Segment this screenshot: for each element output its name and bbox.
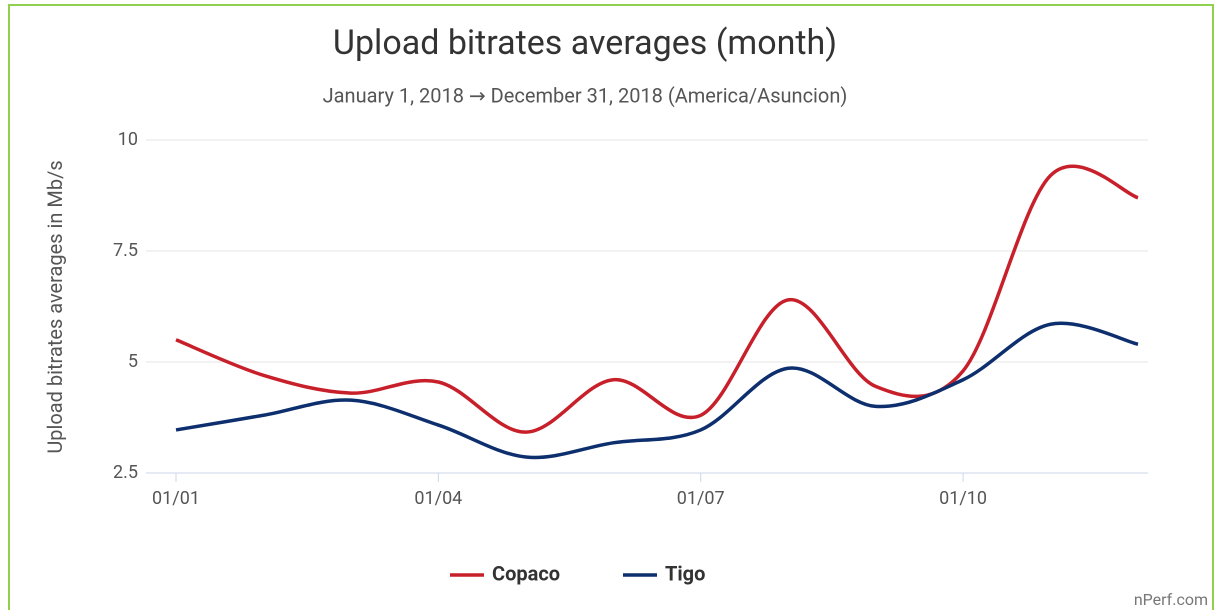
- legend-label: Copaco: [492, 561, 560, 585]
- x-tick-label: 01/07: [677, 488, 725, 509]
- frame: [8, 4, 1214, 610]
- chart-title: Upload bitrates averages (month): [333, 23, 837, 63]
- x-tick-label: 01/01: [152, 488, 200, 509]
- line-series: [175, 321, 1139, 460]
- credits: nPerf.com: [1134, 590, 1208, 609]
- x-tick-label: 01/10: [939, 488, 987, 509]
- y-tick-label: 10: [118, 129, 138, 150]
- y-tick-label: 2.5: [113, 462, 138, 483]
- chart-subtitle: January 1, 2018 → December 31, 2018 (Ame…: [323, 83, 848, 107]
- y-axis-label: Upload bitrates averages in Mb/s: [43, 160, 67, 454]
- line-series: [175, 164, 1139, 434]
- y-tick-label: 7.5: [113, 240, 138, 261]
- y-tick-label: 5: [128, 351, 138, 372]
- legend-label: Tigo: [665, 561, 705, 585]
- x-tick-label: 01/04: [414, 488, 462, 509]
